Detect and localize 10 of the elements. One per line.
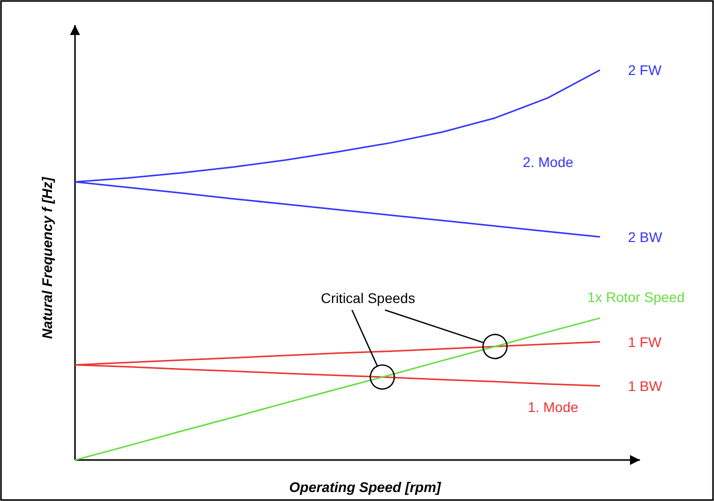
series-label: 1 FW <box>628 334 662 350</box>
y-axis-title: Natural Frequency f [Hz] <box>39 176 55 339</box>
x-axis-title: Operating Speed [rpm] <box>289 479 442 495</box>
series-label: 2 FW <box>628 62 662 78</box>
annotation: Critical Speeds <box>320 290 416 306</box>
annotation: 1. Mode <box>528 399 579 415</box>
series-label: 1x Rotor Speed <box>587 289 685 306</box>
annotation: 2. Mode <box>522 154 574 170</box>
series-label: 1 BW <box>628 378 664 394</box>
series-label: 2 BW <box>628 228 664 245</box>
